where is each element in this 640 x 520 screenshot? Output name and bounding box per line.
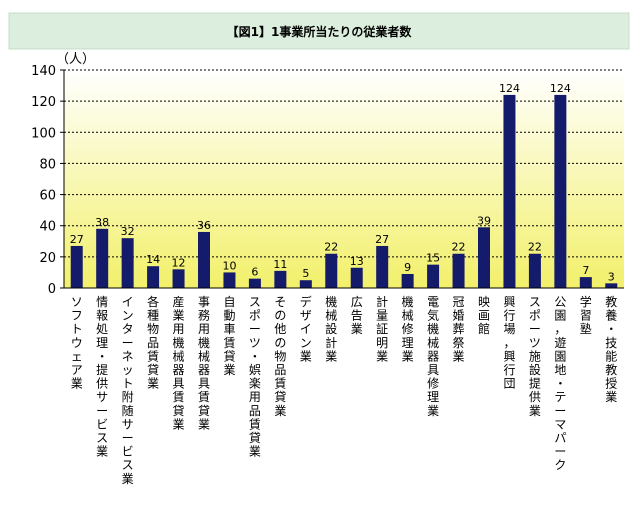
plot-area bbox=[64, 70, 624, 288]
data-label: 3 bbox=[608, 270, 615, 283]
category-label: デザイン業 bbox=[300, 294, 312, 363]
y-tick-label: 100 bbox=[31, 126, 56, 141]
data-label: 36 bbox=[197, 219, 211, 232]
data-label: 9 bbox=[404, 261, 411, 274]
data-label: 7 bbox=[582, 264, 589, 277]
category-label: スポーツ施設提供業 bbox=[529, 295, 541, 418]
chart-title: 【図1】1事業所当たりの従業者数 bbox=[227, 24, 413, 39]
data-label: 13 bbox=[350, 255, 364, 268]
data-label: 124 bbox=[550, 82, 571, 95]
title-box bbox=[8, 12, 630, 50]
bar bbox=[528, 253, 541, 288]
y-tick-label: 80 bbox=[39, 157, 56, 172]
bar bbox=[376, 245, 389, 288]
data-label: 27 bbox=[375, 233, 389, 246]
data-label: 12 bbox=[172, 256, 186, 269]
category-label: 機械設計業 bbox=[325, 294, 337, 363]
bar bbox=[121, 238, 134, 288]
data-label: 39 bbox=[477, 214, 491, 227]
bar bbox=[248, 278, 261, 288]
category-label: その他の物品賃貸業 bbox=[274, 295, 286, 418]
category-label: 計量証明業 bbox=[376, 294, 388, 363]
bar bbox=[198, 231, 210, 288]
data-label: 6 bbox=[251, 266, 258, 279]
category-label: 教養・技能教授業 bbox=[605, 294, 617, 404]
data-label: 11 bbox=[273, 258, 287, 271]
category-label: 学習塾 bbox=[580, 294, 592, 336]
data-label: 32 bbox=[121, 225, 135, 238]
category-label: 機械修理業 bbox=[402, 294, 414, 363]
category-label: 情報処理・提供サービス業 bbox=[96, 295, 108, 459]
y-tick-label: 60 bbox=[39, 189, 56, 204]
data-label: 124 bbox=[499, 82, 520, 95]
bar bbox=[350, 267, 363, 288]
category-label: 産業用機械器具賃貸業 bbox=[173, 294, 185, 431]
category-label: 興行場，興行団 bbox=[503, 295, 515, 391]
bar bbox=[401, 273, 414, 288]
category-label: 自動車賃貸業 bbox=[223, 295, 235, 377]
bar bbox=[70, 245, 83, 288]
bar bbox=[325, 253, 338, 288]
y-tick-label: 40 bbox=[39, 220, 56, 235]
category-label: 事務用機械器具賃貸業 bbox=[198, 295, 210, 431]
data-label: 5 bbox=[302, 267, 309, 280]
bar bbox=[223, 272, 236, 288]
bar bbox=[147, 266, 160, 288]
y-axis-label: （人） bbox=[56, 52, 95, 67]
data-label: 14 bbox=[146, 253, 160, 266]
category-label: 広告業 bbox=[351, 295, 363, 336]
category-label: スポーツ・娯楽用品賃貸業 bbox=[249, 295, 261, 459]
bar bbox=[579, 277, 592, 288]
bar bbox=[299, 280, 312, 288]
data-label: 15 bbox=[426, 252, 440, 265]
category-label: 冠婚葬祭業 bbox=[453, 295, 465, 363]
category-label: 映画館 bbox=[478, 295, 490, 336]
y-tick-label: 140 bbox=[31, 64, 56, 79]
y-tick-label: 120 bbox=[31, 95, 56, 110]
category-label: 各種物品賃貸業 bbox=[147, 294, 159, 391]
data-label: 10 bbox=[222, 259, 236, 272]
bar bbox=[605, 283, 618, 288]
category-label: 電気機械器具修理業 bbox=[427, 295, 439, 418]
y-tick-label: 0 bbox=[48, 282, 56, 297]
bar bbox=[96, 228, 109, 288]
bar bbox=[478, 227, 490, 288]
data-label: 22 bbox=[528, 241, 542, 254]
data-label: 22 bbox=[452, 241, 466, 254]
bar bbox=[452, 253, 465, 288]
bar bbox=[427, 264, 440, 288]
bar bbox=[172, 269, 185, 288]
category-label: ソフトウェア業 bbox=[71, 295, 83, 391]
data-label: 22 bbox=[324, 241, 338, 254]
category-label: インターネット附随サービス業 bbox=[122, 295, 134, 486]
data-label: 27 bbox=[70, 233, 84, 246]
y-tick-label: 20 bbox=[39, 251, 56, 266]
data-label: 38 bbox=[95, 216, 109, 229]
bar bbox=[554, 94, 567, 289]
bar bbox=[274, 270, 287, 288]
bar bbox=[503, 94, 516, 289]
category-label: 公園，遊園地・テーマパーク bbox=[554, 295, 566, 472]
